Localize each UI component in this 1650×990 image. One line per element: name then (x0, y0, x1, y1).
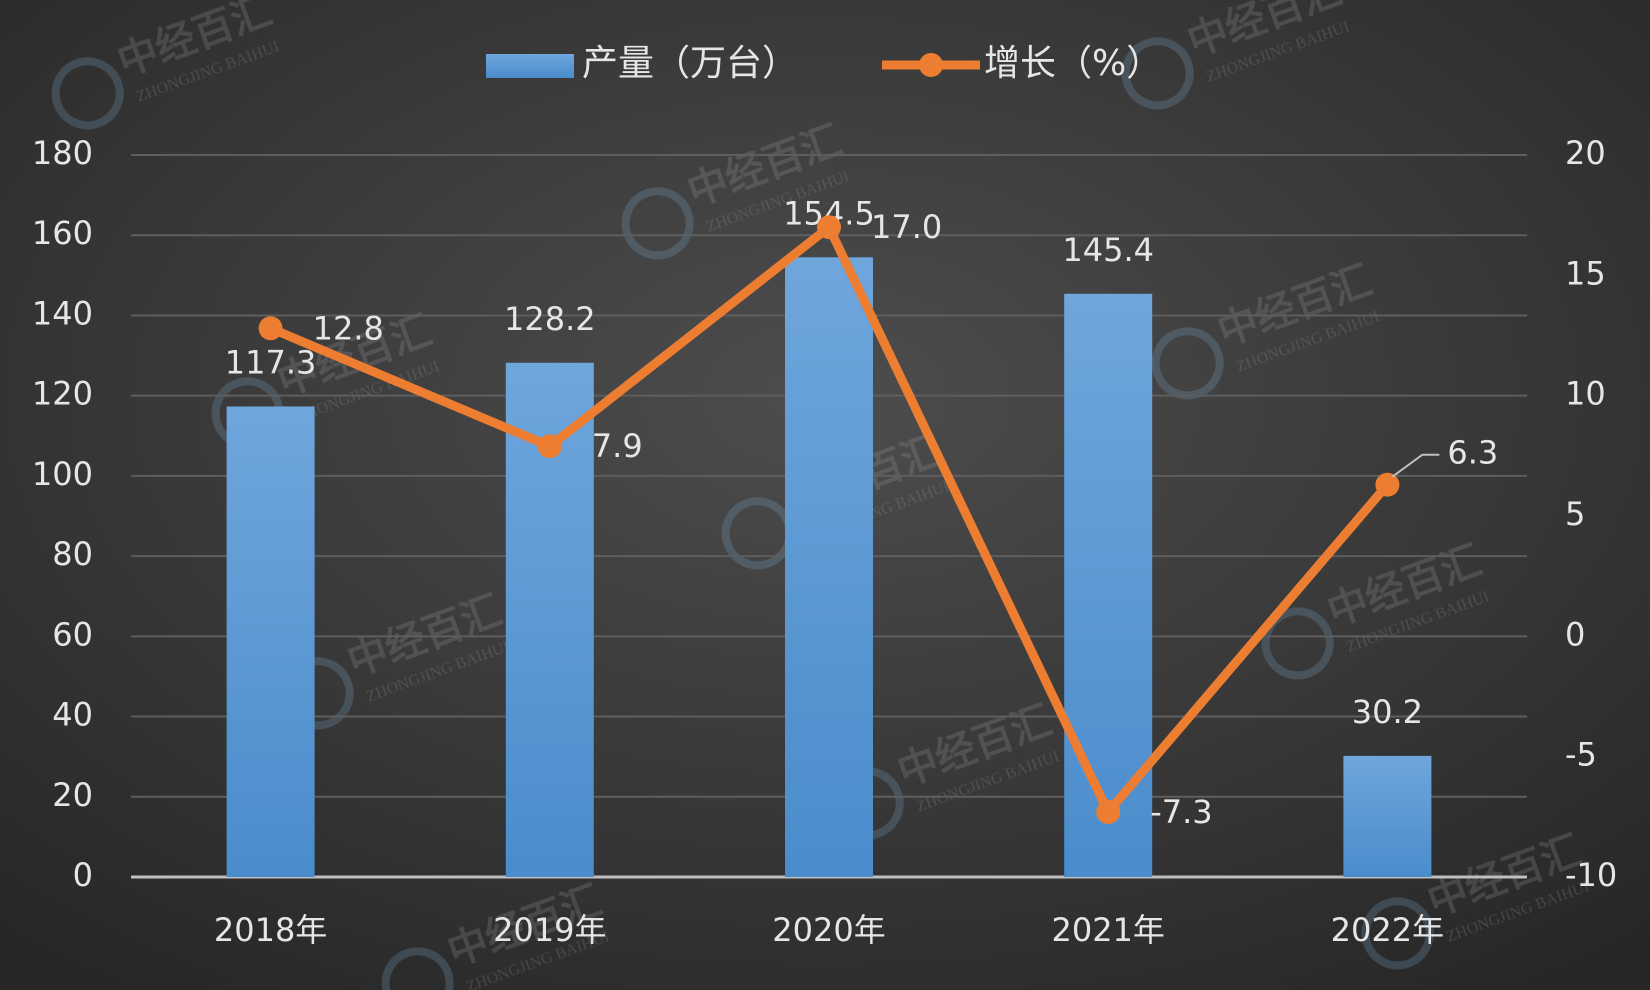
y-tick-label: 160 (32, 214, 93, 252)
line-value-label: -7.3 (1150, 793, 1212, 831)
x-tick-label: 2018年 (214, 911, 327, 949)
y2-tick-label: -5 (1565, 736, 1597, 774)
watermark-logo (1361, 897, 1434, 970)
label-leader (1391, 453, 1440, 478)
watermark-logo (1121, 37, 1194, 110)
legend-label: 产量（万台） (582, 43, 798, 84)
bar-value-label: 145.4 (1062, 231, 1154, 269)
y2-tick-label: 20 (1565, 134, 1606, 172)
legend-swatch (486, 54, 574, 78)
watermark-logo (381, 947, 454, 990)
y2-tick-label: 0 (1565, 615, 1585, 653)
bar (1064, 293, 1153, 878)
plot: 117.3128.2154.5145.430.212.87.917.0-7.36… (225, 194, 1498, 878)
legend-label: 增长（%） (984, 43, 1162, 84)
y2-tick-label: -10 (1565, 856, 1617, 894)
line-point (1375, 472, 1400, 497)
line-value-label: 7.9 (592, 427, 643, 465)
x-tick-label: 2021年 (1051, 911, 1164, 949)
watermark-logo (1261, 607, 1334, 680)
y-tick-label: 0 (73, 856, 93, 894)
y-tick-label: 20 (52, 776, 93, 814)
legend: 产量（万台） 增长（%） (486, 43, 1162, 84)
line-value-label: 12.8 (313, 309, 384, 347)
x-tick-label: 2022年 (1331, 911, 1444, 949)
line-point (258, 316, 283, 341)
y-tick-label: 100 (32, 455, 93, 493)
y-tick-label: 80 (52, 535, 93, 573)
bar-value-label: 128.2 (504, 300, 596, 338)
bar (1343, 755, 1432, 877)
line-point (1096, 800, 1121, 825)
grid: 0 20 40 60 80 100 120 140 160 180 -10 -5 0 5 10 15 20 201… (32, 134, 1617, 949)
watermark-logo (1151, 327, 1224, 400)
y-tick-label: 140 (32, 294, 93, 332)
y-tick-label: 180 (32, 134, 93, 172)
bar (785, 257, 873, 877)
x-tick-label: 2019年 (493, 911, 606, 949)
x-tick-label: 2020年 (772, 911, 885, 949)
line-value-label: 17.0 (871, 208, 942, 246)
watermark-logo (51, 57, 124, 130)
y2-tick-label: 15 (1565, 254, 1606, 292)
y-tick-label: 60 (52, 615, 93, 653)
line-point (537, 434, 562, 459)
line-value-label: 6.3 (1447, 434, 1498, 472)
bar-value-label: 30.2 (1352, 693, 1423, 731)
y-tick-label: 40 (52, 696, 93, 734)
bar (226, 406, 315, 877)
y-tick-label: 120 (32, 375, 93, 413)
legend-swatch (919, 53, 943, 77)
bar-value-label: 117.3 (225, 343, 317, 381)
y2-tick-label: 10 (1565, 375, 1606, 413)
y2-tick-label: 5 (1565, 495, 1585, 533)
line-point (817, 215, 841, 240)
